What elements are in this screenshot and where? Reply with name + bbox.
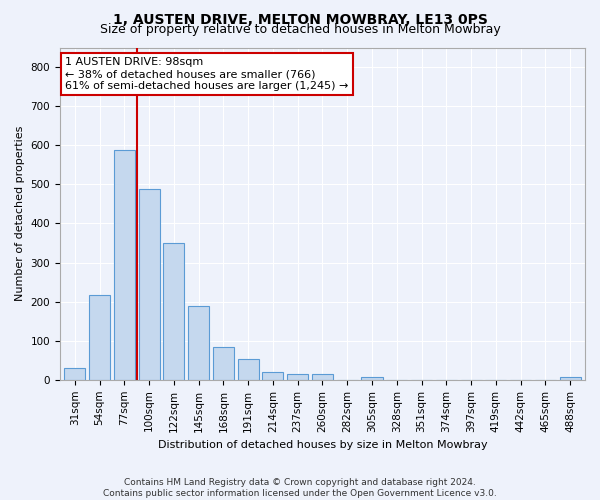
Bar [287,374,308,380]
Bar [361,376,383,380]
Text: 1, AUSTEN DRIVE, MELTON MOWBRAY, LE13 0PS: 1, AUSTEN DRIVE, MELTON MOWBRAY, LE13 0P… [113,12,487,26]
Bar [262,372,283,380]
Bar [312,374,333,380]
Bar [139,189,160,380]
Bar [238,359,259,380]
Bar [114,150,135,380]
Bar [188,306,209,380]
Text: Contains HM Land Registry data © Crown copyright and database right 2024.
Contai: Contains HM Land Registry data © Crown c… [103,478,497,498]
Bar [163,243,184,380]
Text: 1 AUSTEN DRIVE: 98sqm
← 38% of detached houses are smaller (766)
61% of semi-det: 1 AUSTEN DRIVE: 98sqm ← 38% of detached … [65,58,349,90]
Bar [89,294,110,380]
Bar [64,368,85,380]
Text: Size of property relative to detached houses in Melton Mowbray: Size of property relative to detached ho… [100,22,500,36]
Bar [560,376,581,380]
Bar [213,346,234,380]
Y-axis label: Number of detached properties: Number of detached properties [15,126,25,302]
X-axis label: Distribution of detached houses by size in Melton Mowbray: Distribution of detached houses by size … [158,440,487,450]
